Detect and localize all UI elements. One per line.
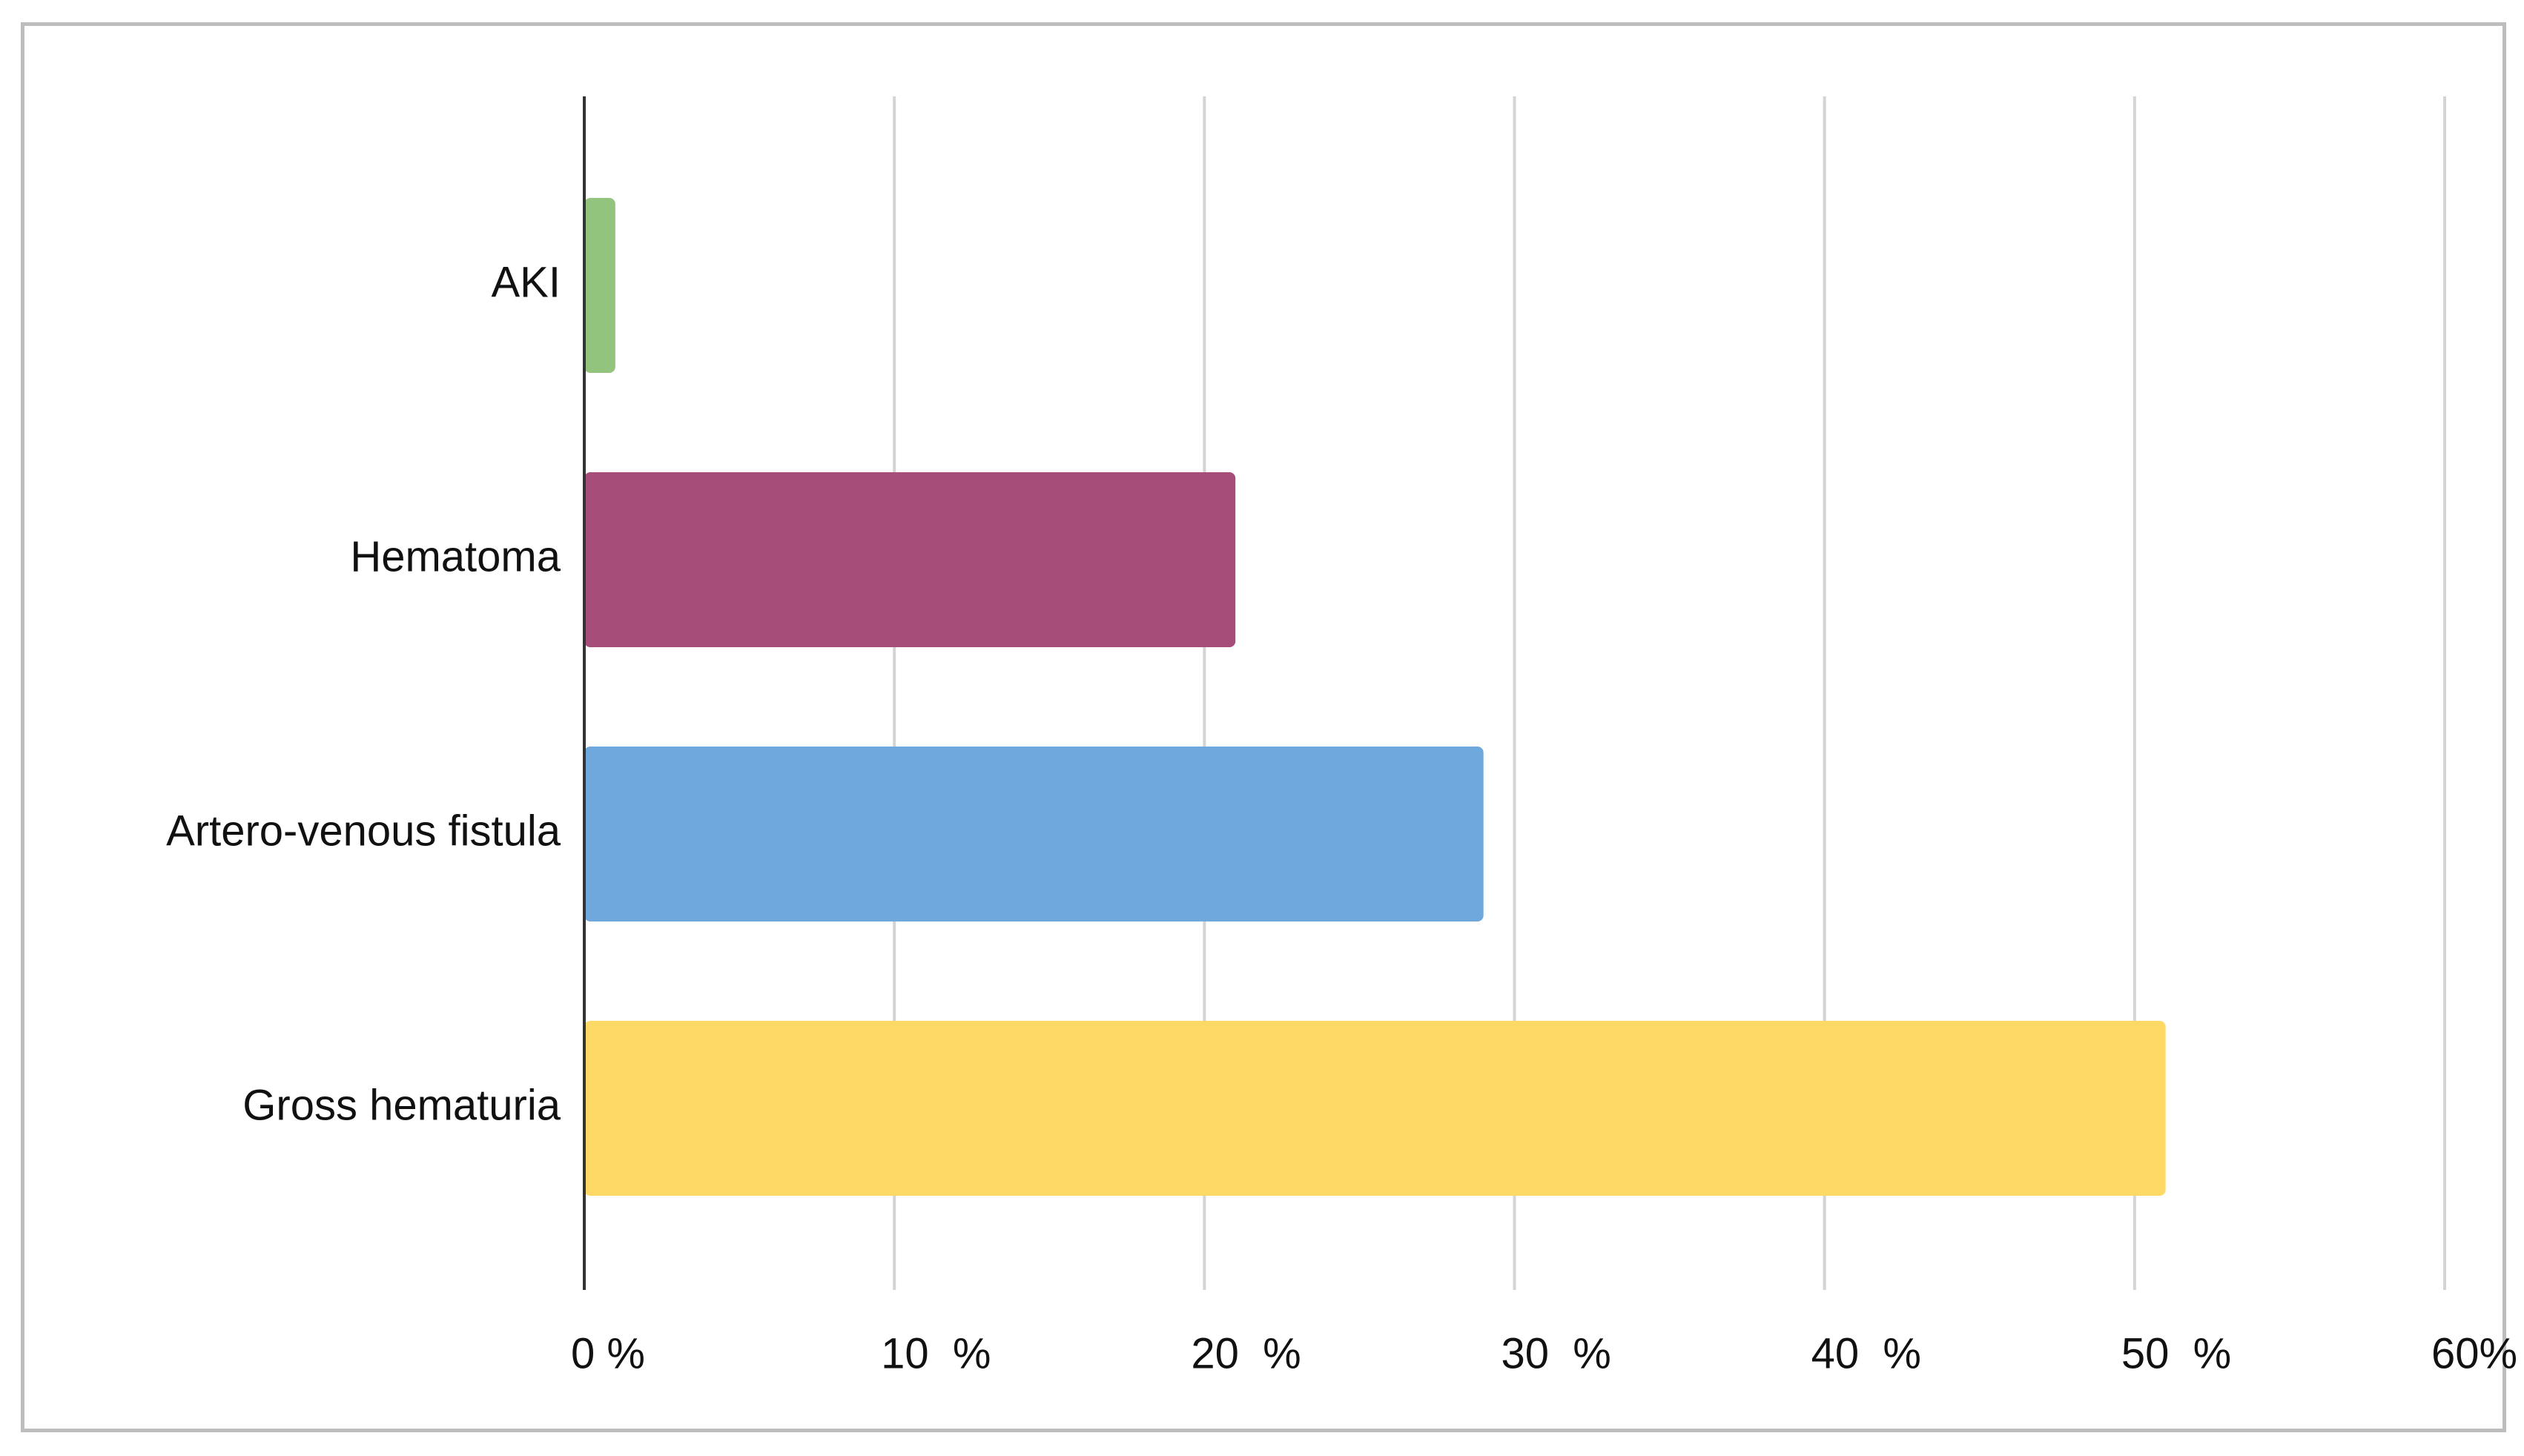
x-tick-labels: 0 % 10 % 20 % 30 % 40 % 50 % 60% (571, 1329, 2517, 1377)
category-labels: AKI Hematoma Artero-venous fistula Gross he… (166, 258, 561, 1129)
x-tick-label-40: 40 % (1811, 1329, 1921, 1377)
x-tick-label-0: 0 % (571, 1329, 645, 1377)
bar-gross-hematuria (584, 1021, 2166, 1196)
x-tick-label-30: 30 % (1501, 1329, 1611, 1377)
x-tick-label-60: 60% (2431, 1329, 2517, 1377)
category-label-gross-hematuria: Gross hematuria (242, 1081, 561, 1129)
x-tick-label-50: 50 % (2121, 1329, 2231, 1377)
x-tick-label-10: 10 % (881, 1329, 991, 1377)
bar-artero-venous-fistula (584, 747, 1484, 921)
category-label-aki: AKI (492, 258, 561, 306)
category-label-artero-venous-fistula: Artero-venous fistula (166, 807, 561, 855)
chart-frame (21, 22, 2506, 1432)
x-tick-label-20: 20 % (1191, 1329, 1301, 1377)
bar-hematoma (584, 472, 1236, 647)
bar-aki (584, 198, 615, 373)
category-label-hematoma: Hematoma (350, 532, 561, 580)
bars (584, 198, 2166, 1196)
